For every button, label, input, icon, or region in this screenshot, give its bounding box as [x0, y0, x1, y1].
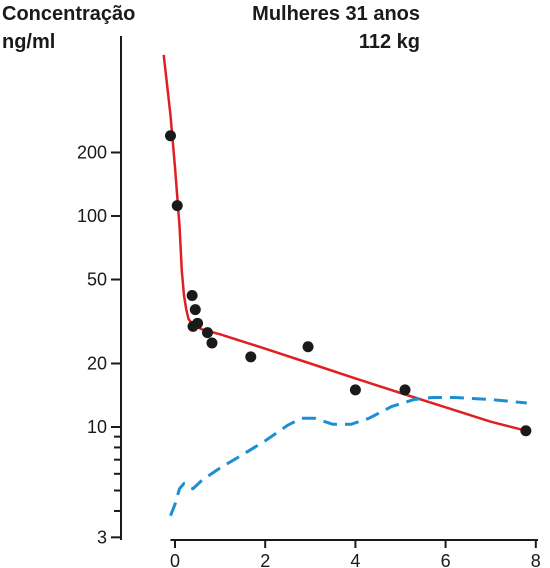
axes: 3 10 20 50 100 200 0 2 4 6 8 [77, 36, 541, 568]
x-tick-label: 8 [531, 551, 541, 568]
data-point [206, 338, 217, 349]
data-point [190, 304, 201, 315]
data-point [188, 321, 199, 332]
x-tick-label: 0 [170, 551, 180, 568]
data-point [520, 425, 531, 436]
points [165, 130, 531, 436]
y-tick-label: 50 [87, 270, 107, 290]
data-point [245, 351, 256, 362]
y-tick-label: 200 [77, 142, 107, 162]
data-point [172, 200, 183, 211]
labels: Concentração ng/ml Mulheres 31 anos 112 … [2, 3, 420, 53]
curves [164, 55, 527, 516]
y-tick-label: 10 [87, 417, 107, 437]
x-tick-label: 2 [260, 551, 270, 568]
data-point [400, 384, 411, 395]
data-point [350, 384, 361, 395]
chart-title: Mulheres 31 anos [252, 3, 420, 25]
y-axis-label-line1: Concentração [2, 3, 135, 25]
chart-subtitle: 112 kg [359, 31, 420, 53]
data-point [303, 341, 314, 352]
data-point [202, 327, 213, 338]
y-axis-label-line2: ng/ml [2, 31, 55, 53]
x-tick-label: 6 [441, 551, 451, 568]
data-point [165, 130, 176, 141]
data-point [187, 290, 198, 301]
x-tick-label: 4 [350, 551, 360, 568]
y-tick-label: 100 [77, 206, 107, 226]
y-tick-label: 3 [97, 527, 107, 547]
fit-line [164, 55, 526, 431]
y-tick-label: 20 [87, 353, 107, 373]
